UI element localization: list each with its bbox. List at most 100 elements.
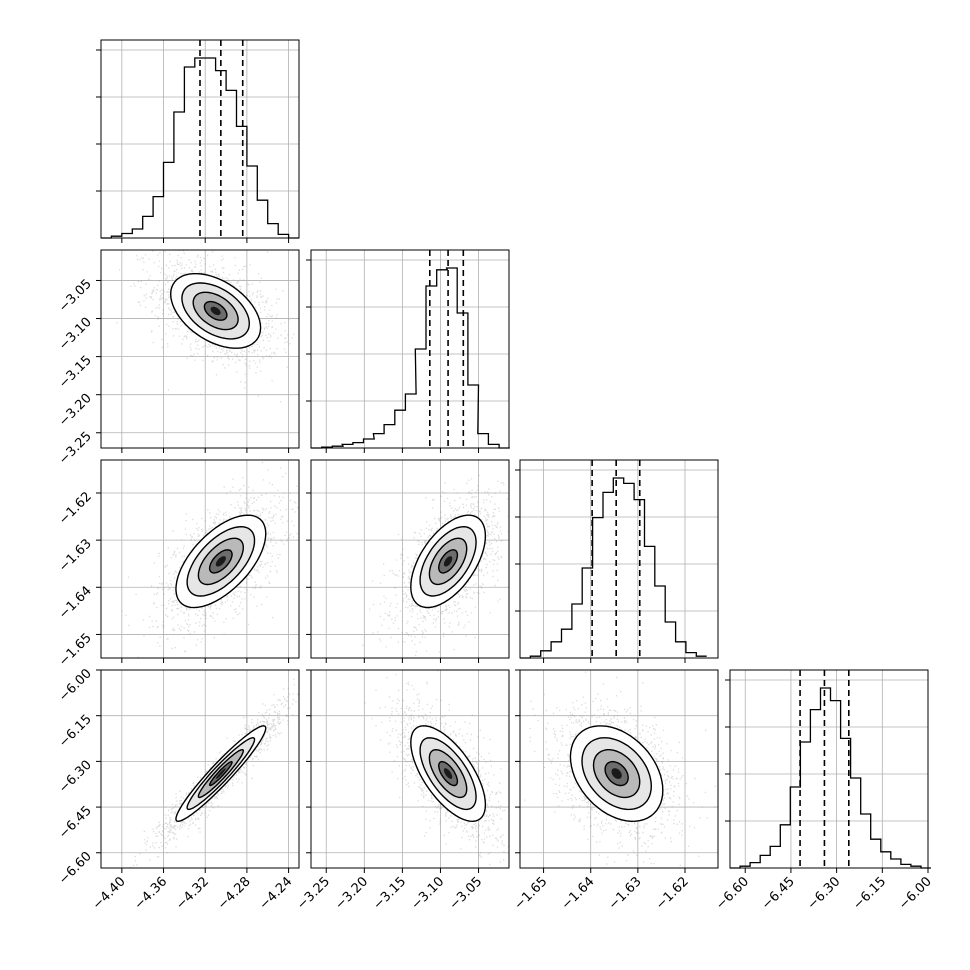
panel-frame <box>729 669 929 869</box>
contour-line <box>569 725 664 823</box>
contour-line <box>208 760 233 787</box>
x-tick-label: −4.36 <box>132 874 171 913</box>
histogram-panel-1 <box>306 249 510 449</box>
y-tick-label: −1.65 <box>56 631 95 670</box>
x-tick-label: −1.64 <box>559 874 598 913</box>
y-tick-label: −3.10 <box>56 315 95 354</box>
x-tick-label: −6.15 <box>850 874 889 913</box>
histogram-panel-2 <box>515 459 719 659</box>
panel-content <box>520 670 718 868</box>
panel-frame <box>519 459 719 659</box>
contour-line <box>437 549 459 574</box>
contour-line <box>203 300 228 321</box>
x-tick-label: −4.32 <box>173 874 212 913</box>
y-tick-label: −1.62 <box>56 489 95 528</box>
contour-line <box>437 760 459 787</box>
panel-background <box>311 670 509 868</box>
panel-frame <box>100 39 300 239</box>
x-tick-label: −3.15 <box>370 874 409 913</box>
density-fill <box>443 768 453 779</box>
panel-frame <box>310 669 510 869</box>
y-tick-label: −6.60 <box>56 849 95 888</box>
panel-frame <box>519 669 719 869</box>
contour-line <box>410 725 487 823</box>
contour-line <box>197 537 245 586</box>
contour-line <box>181 282 251 340</box>
x-tick-label: −6.00 <box>896 874 935 913</box>
density-fill <box>611 768 622 779</box>
histogram-step <box>101 57 299 239</box>
panel-background <box>520 460 718 658</box>
contour-line <box>410 514 487 609</box>
density-panel-3-0 <box>100 669 300 869</box>
panel-frame <box>310 459 510 659</box>
panel-content <box>101 670 299 868</box>
contour-line <box>192 291 239 331</box>
y-tick-label: −6.45 <box>56 803 95 842</box>
panel-frame <box>100 669 300 869</box>
contour-line <box>419 525 477 597</box>
y-tick-label: −6.15 <box>56 712 95 751</box>
density-fill <box>215 556 226 567</box>
y-tick-label: −3.15 <box>56 353 95 392</box>
x-tick-label: −4.40 <box>90 874 129 913</box>
contour-line <box>208 549 233 574</box>
contour-line <box>419 737 477 811</box>
panel-frame <box>100 249 300 449</box>
contour-line <box>169 273 262 349</box>
contour-line <box>428 537 468 586</box>
histogram-panel-3 <box>725 669 931 869</box>
x-tick-label: −4.24 <box>257 874 296 913</box>
panel-background <box>311 250 509 448</box>
panel-content <box>101 460 299 658</box>
contour-line <box>604 760 629 787</box>
x-tick-label: −3.20 <box>332 874 371 913</box>
y-tick-label: −6.30 <box>56 758 95 797</box>
panel-background <box>101 40 299 238</box>
x-tick-label: −1.62 <box>653 874 692 913</box>
x-tick-label: −3.25 <box>294 874 333 913</box>
panel-content <box>311 670 509 868</box>
density-fill <box>443 556 453 567</box>
density-fill <box>210 306 221 316</box>
panel-frame <box>100 459 300 659</box>
x-tick-label: −1.65 <box>512 874 551 913</box>
panel-background <box>730 670 928 868</box>
contour-line <box>186 736 256 811</box>
x-tick-label: −6.60 <box>713 874 752 913</box>
density-fill <box>215 768 226 779</box>
contour-line <box>428 748 468 799</box>
contour-line <box>175 514 267 609</box>
y-tick-label: −1.64 <box>56 584 95 623</box>
x-tick-label: −6.45 <box>759 874 798 913</box>
contour-line <box>186 525 256 597</box>
contour-line <box>175 725 267 823</box>
panel-background <box>101 670 299 868</box>
histogram-panel-0 <box>96 39 300 239</box>
density-panel-3-2 <box>519 669 719 869</box>
histogram-step <box>730 687 931 869</box>
histogram-step <box>311 267 510 449</box>
density-panel-2-1 <box>310 459 510 659</box>
density-panel-1-0 <box>100 249 300 449</box>
y-tick-label: −3.05 <box>56 277 95 316</box>
density-panel-2-0 <box>100 459 300 659</box>
y-tick-label: −3.25 <box>56 429 95 468</box>
contour-line <box>197 748 245 799</box>
contour-line <box>592 749 641 799</box>
panel-content <box>311 460 509 658</box>
x-tick-label: −3.05 <box>447 874 486 913</box>
density-panel-3-1 <box>310 669 510 869</box>
histogram-step <box>520 477 707 659</box>
y-tick-label: −1.63 <box>56 536 95 575</box>
contour-line <box>581 737 653 811</box>
panel-content <box>101 250 299 448</box>
x-tick-label: −6.30 <box>805 874 844 913</box>
x-tick-label: −1.63 <box>606 874 645 913</box>
x-tick-label: −3.10 <box>409 874 448 913</box>
x-tick-label: −4.28 <box>215 874 254 913</box>
panel-frame <box>310 249 510 449</box>
y-tick-label: −6.00 <box>56 666 95 705</box>
y-tick-label: −3.20 <box>56 391 95 430</box>
